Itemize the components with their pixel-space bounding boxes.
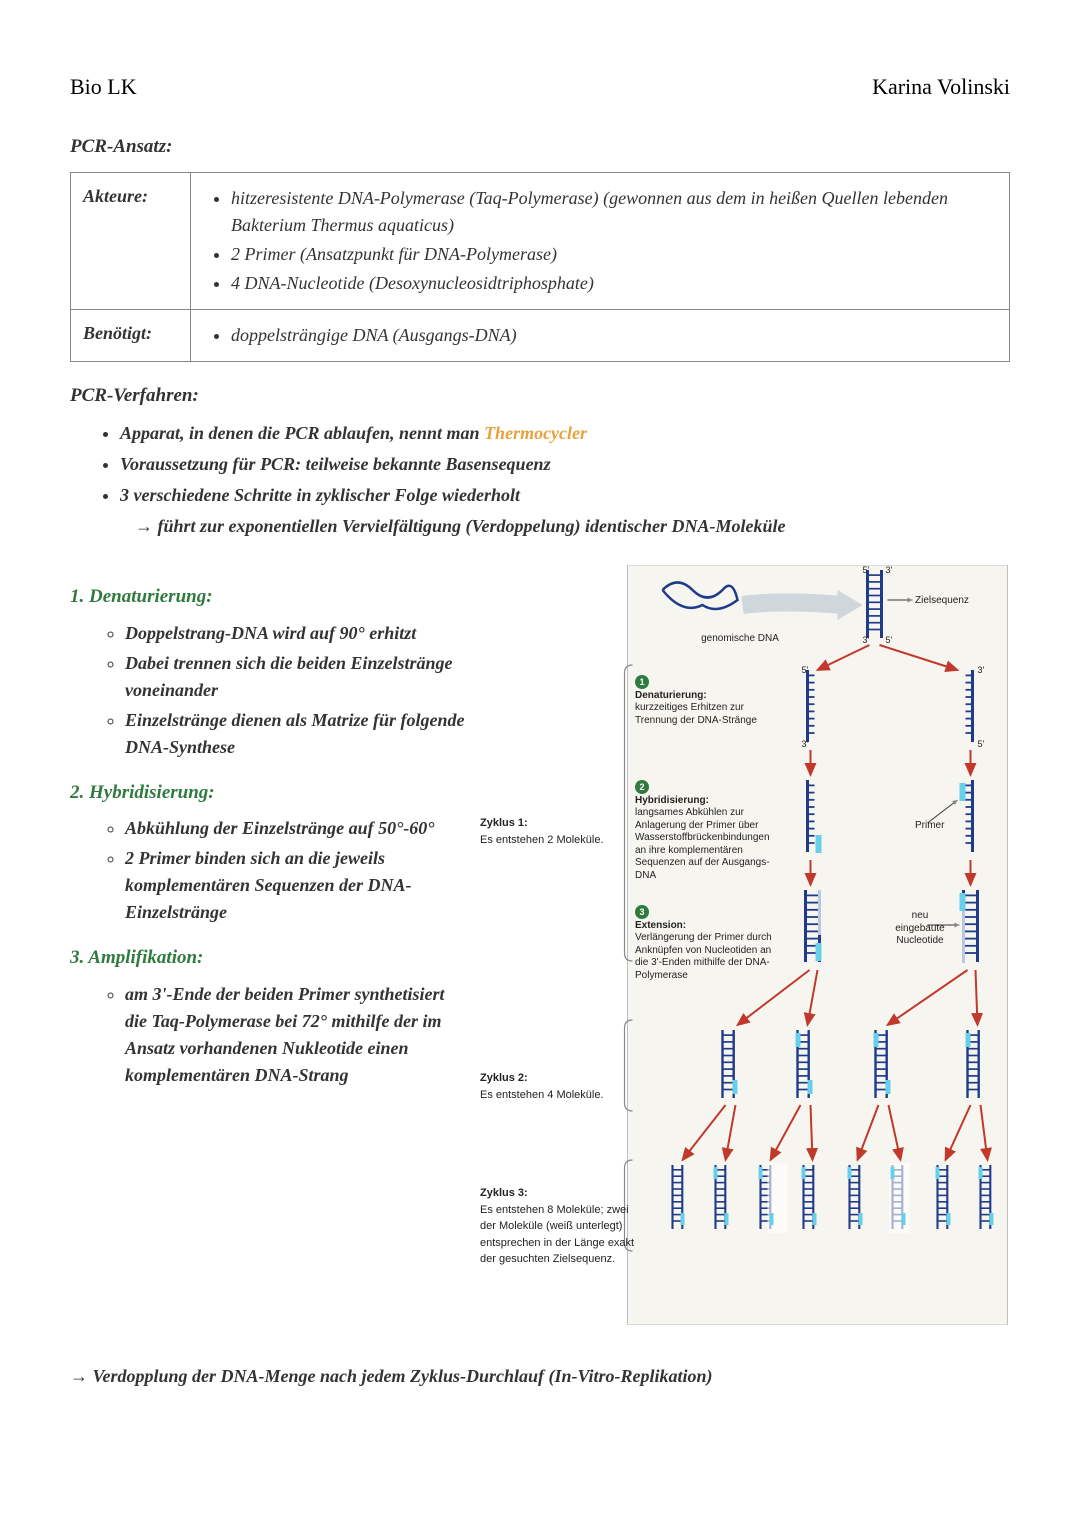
verfahren-arrow: → führt zur exponentiellen Vervielfältig…: [70, 513, 1010, 540]
header-right: Karina Volinski: [872, 70, 1010, 103]
note-text: langsames Abkühlen zur Anlagerung der Pr…: [635, 807, 770, 881]
note-head: Denaturierung:: [635, 690, 765, 703]
note-head: Extension:: [635, 920, 775, 933]
step-num: 2.: [70, 782, 84, 803]
cycle-text: Es entstehen 4 Moleküle.: [480, 1087, 620, 1104]
pcr-ansatz-table: Akteure: hitzeresistente DNA-Polymerase …: [70, 172, 1010, 362]
cycle-text: Es entstehen 2 Moleküle.: [480, 832, 620, 849]
list-item: 4 DNA-Nucleotide (Desoxynucleosidtriphos…: [231, 270, 997, 297]
step-name: Amplifikation:: [88, 947, 203, 968]
step-title-1: 1. Denaturierung:: [70, 583, 470, 612]
diagram-column: Zyklus 1: Es entstehen 2 Moleküle. Zyklu…: [485, 565, 1010, 1333]
list-item: hitzeresistente DNA-Polymerase (Taq-Poly…: [231, 185, 997, 239]
section-verfahren-title: PCR-Verfahren:: [70, 382, 1010, 411]
step-name: Hybridisierung:: [89, 782, 215, 803]
section-ansatz-title: PCR-Ansatz:: [70, 133, 1010, 162]
note-text: Verlängerung der Primer durch Anknüpfen …: [635, 932, 772, 981]
step-title-3: 3. Amplifikation:: [70, 944, 470, 973]
label-neu: neu eingebaute Nucleotide: [880, 910, 960, 948]
table-cell: doppelsträngige DNA (Ausgangs-DNA): [191, 309, 1010, 361]
cycle-text: Es entstehen 8 Moleküle; zwei der Molekü…: [480, 1202, 645, 1268]
step-num: 3.: [70, 947, 84, 968]
label-genomische: genomische DNA: [680, 633, 800, 646]
cycle-3-caption: Zyklus 3: Es entstehen 8 Moleküle; zwei …: [480, 1185, 645, 1268]
steps-region: 1. Denaturierung: Doppelstrang-DNA wird …: [70, 565, 1010, 1333]
svg-text:3': 3': [978, 665, 985, 675]
page-header: Bio LK Karina Volinski: [70, 70, 1010, 103]
diag-note-3: 3 Extension: Verlängerung der Primer dur…: [635, 905, 775, 982]
step-name: Denaturierung:: [89, 586, 213, 607]
text: Apparat, in denen die PCR ablaufen, nenn…: [120, 423, 484, 443]
step-bullets: am 3'-Ende der beiden Primer synthetisie…: [70, 981, 470, 1089]
svg-text:5': 5': [886, 635, 893, 645]
svg-text:5': 5': [802, 665, 809, 675]
list-item: Einzelstränge dienen als Matrize für fol…: [125, 707, 470, 761]
table-label: Benötigt:: [71, 309, 191, 361]
cycle-1-caption: Zyklus 1: Es entstehen 2 Moleküle.: [480, 815, 620, 848]
bullet-list: hitzeresistente DNA-Polymerase (Taq-Poly…: [203, 185, 997, 297]
list-item: 3 verschiedene Schritte in zyklischer Fo…: [120, 482, 1010, 509]
list-item: am 3'-Ende der beiden Primer synthetisie…: [125, 981, 470, 1089]
label-primer: Primer: [915, 820, 975, 833]
label-ziel: Zielsequenz: [915, 595, 995, 608]
cycle-2-caption: Zyklus 2: Es entstehen 4 Moleküle.: [480, 1070, 620, 1103]
final-line: → Verdopplung der DNA-Menge nach jedem Z…: [70, 1363, 1010, 1390]
steps-column: 1. Denaturierung: Doppelstrang-DNA wird …: [70, 565, 470, 1333]
table-row: Akteure: hitzeresistente DNA-Polymerase …: [71, 172, 1010, 309]
table-label: Akteure:: [71, 172, 191, 309]
bullet-list: doppelsträngige DNA (Ausgangs-DNA): [203, 322, 997, 349]
num-bullet-icon: 3: [635, 905, 649, 919]
svg-text:3': 3': [863, 635, 870, 645]
svg-text:3': 3': [802, 739, 809, 749]
list-item: Voraussetzung für PCR: teilweise bekannt…: [120, 451, 1010, 478]
svg-text:5': 5': [863, 565, 870, 575]
note-head: Hybridisierung:: [635, 795, 775, 808]
cycle-title: Zyklus 3:: [480, 1185, 645, 1202]
step-title-2: 2. Hybridisierung:: [70, 779, 470, 808]
cycle-title: Zyklus 1:: [480, 815, 620, 832]
list-item: Abkühlung der Einzelstränge auf 50°-60°: [125, 815, 470, 842]
header-left: Bio LK: [70, 70, 137, 103]
step-bullets: Doppelstrang-DNA wird auf 90° erhitzt Da…: [70, 620, 470, 761]
list-item: Dabei trennen sich die beiden Einzelsträ…: [125, 650, 470, 704]
diag-note-2: 2 Hybridisierung: langsames Abkühlen zur…: [635, 780, 775, 882]
step-bullets: Abkühlung der Einzelstränge auf 50°-60° …: [70, 815, 470, 926]
table-row: Benötigt: doppelsträngige DNA (Ausgangs-…: [71, 309, 1010, 361]
list-item: 2 Primer binden sich an die jeweils komp…: [125, 845, 470, 926]
note-text: kurzzeitiges Erhitzen zur Trennung der D…: [635, 702, 757, 726]
svg-text:3': 3': [886, 565, 893, 575]
list-item: Apparat, in denen die PCR ablaufen, nenn…: [120, 420, 1010, 447]
num-bullet-icon: 1: [635, 675, 649, 689]
highlight-text: Thermocycler: [484, 423, 587, 443]
table-cell: hitzeresistente DNA-Polymerase (Taq-Poly…: [191, 172, 1010, 309]
verfahren-list: Apparat, in denen die PCR ablaufen, nenn…: [70, 420, 1010, 509]
list-item: Doppelstrang-DNA wird auf 90° erhitzt: [125, 620, 470, 647]
list-item: doppelsträngige DNA (Ausgangs-DNA): [231, 322, 997, 349]
svg-text:5': 5': [978, 739, 985, 749]
list-item: 2 Primer (Ansatzpunkt für DNA-Polymerase…: [231, 241, 997, 268]
cycle-title: Zyklus 2:: [480, 1070, 620, 1087]
step-num: 1.: [70, 586, 84, 607]
num-bullet-icon: 2: [635, 780, 649, 794]
diag-note-1: 1 Denaturierung: kurzzeitiges Erhitzen z…: [635, 675, 765, 727]
